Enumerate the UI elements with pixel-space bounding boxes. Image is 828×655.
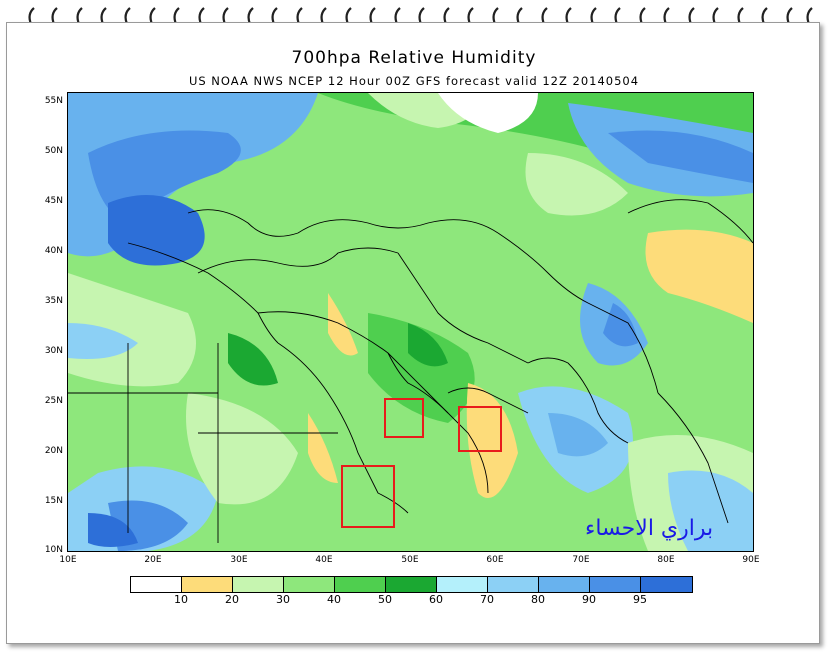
humidity-field <box>68 93 753 551</box>
legend-swatch <box>182 577 233 592</box>
lat-tick: 25N <box>44 396 63 406</box>
legend-swatch <box>437 577 488 592</box>
legend-swatch <box>335 577 386 592</box>
map-title: 700hpa Relative Humidity <box>291 48 537 68</box>
legend-label: 10 <box>174 593 188 606</box>
legend-swatch <box>488 577 539 592</box>
lat-tick: 20N <box>44 446 63 456</box>
legend-swatch <box>539 577 590 592</box>
lon-tick: 30E <box>230 555 248 565</box>
legend-swatch <box>641 577 692 592</box>
color-legend <box>130 576 693 593</box>
highlight-box-central-saudi <box>384 398 424 438</box>
legend-label: 40 <box>327 593 341 606</box>
lon-tick: 60E <box>486 555 504 565</box>
legend-label: 60 <box>429 593 443 606</box>
lat-tick: 40N <box>44 246 63 256</box>
map-subtitle: US NOAA NWS NCEP 12 Hour 00Z GFS forecas… <box>188 74 640 88</box>
legend-label: 50 <box>378 593 392 606</box>
legend-swatch <box>284 577 335 592</box>
lat-tick: 30N <box>44 346 63 356</box>
highlight-box-oman-coast <box>458 406 502 452</box>
lat-tick: 50N <box>44 146 63 156</box>
lon-tick: 50E <box>401 555 419 565</box>
lon-tick: 90E <box>742 555 760 565</box>
legend-swatch <box>590 577 641 592</box>
lat-tick: 55N <box>44 96 63 106</box>
legend-swatch <box>386 577 437 592</box>
legend-label: 70 <box>480 593 494 606</box>
legend-label: 20 <box>225 593 239 606</box>
legend-label: 80 <box>531 593 545 606</box>
lon-tick: 70E <box>572 555 590 565</box>
lat-tick: 45N <box>44 196 63 206</box>
lon-tick: 40E <box>315 555 333 565</box>
lon-tick: 80E <box>657 555 675 565</box>
legend-swatch <box>131 577 182 592</box>
legend-label: 90 <box>582 593 596 606</box>
legend-label: 95 <box>633 593 647 606</box>
highlight-box-yemen <box>341 465 395 528</box>
humidity-map <box>67 92 754 552</box>
lon-tick: 20E <box>144 555 162 565</box>
lon-tick: 10E <box>59 555 77 565</box>
watermark-text: براري الاحساء <box>585 516 714 541</box>
legend-label: 30 <box>276 593 290 606</box>
lat-tick: 15N <box>44 496 63 506</box>
lat-tick: 35N <box>44 296 63 306</box>
legend-swatch <box>233 577 284 592</box>
lat-tick: 10N <box>44 545 63 555</box>
